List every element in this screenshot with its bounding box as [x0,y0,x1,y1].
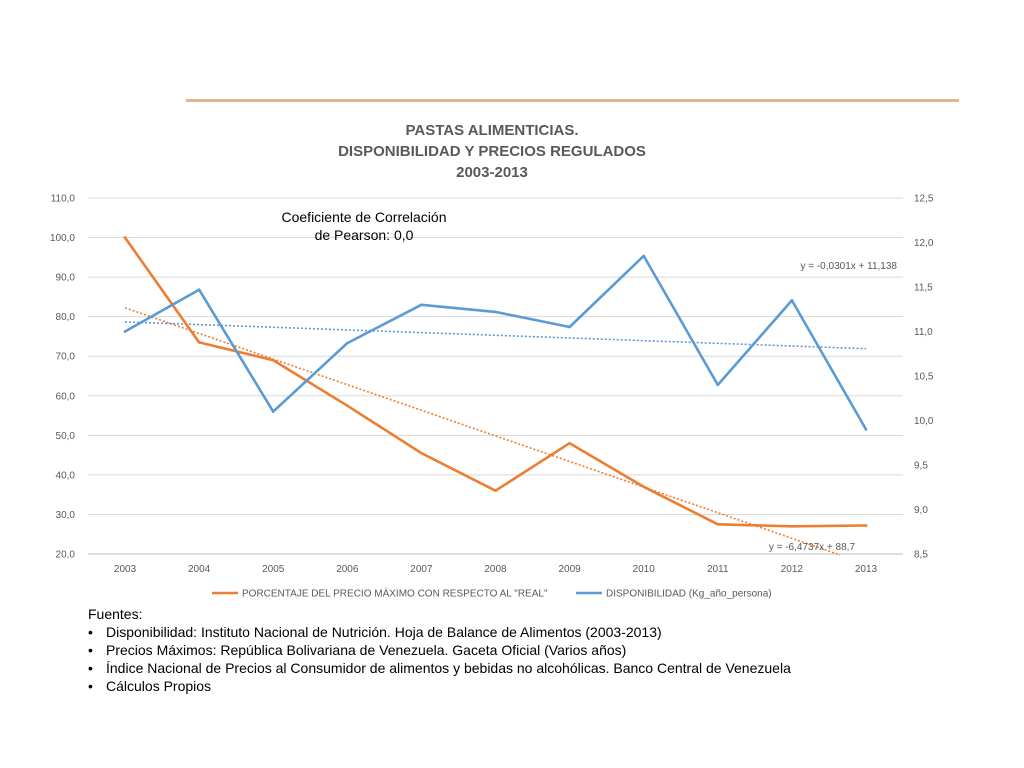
chart-title-line: DISPONIBILIDAD Y PRECIOS REGULADOS [338,143,646,160]
data-point [568,325,571,329]
data-point [642,254,645,258]
sources-heading: Fuentes: [88,606,143,622]
series-line [123,254,868,431]
data-point [346,404,349,407]
data-point [790,525,794,528]
correlation-annotation: de Pearson: 0,0 [315,227,414,243]
y-right-tick-label: 12,0 [914,238,934,249]
source-item: Cálculos Propios [88,677,988,695]
chart-title-line: 2003-2013 [456,164,528,181]
data-point [494,489,497,493]
y-left-tick-label: 20,0 [56,550,76,561]
source-item: Precios Máximos: República Bolivariana d… [88,641,988,659]
data-point [123,236,127,239]
data-point [420,451,423,455]
sources-list: Disponibilidad: Instituto Nacional de Nu… [88,623,988,695]
correlation-annotation: Coeficiente de Correlación [282,209,447,225]
source-item: Índice Nacional de Precios al Consumidor… [88,659,988,677]
y-left-tick-label: 70,0 [56,352,76,363]
data-point [642,485,645,489]
trendline-equation: y = -6,4737x + 88,7 [769,542,856,553]
y-right-tick-label: 11,5 [914,283,933,294]
data-point [346,341,349,345]
y-right-tick-label: 10,5 [914,372,934,383]
y-left-tick-label: 40,0 [56,470,76,481]
sources-block: Fuentes: Disponibilidad: Instituto Nacio… [88,605,988,695]
data-point [494,310,497,314]
data-point [271,358,275,362]
data-point [568,441,571,445]
data-point [197,288,201,291]
data-point [864,428,868,431]
y-right-tick-label: 9,0 [914,505,928,516]
y-left-tick-label: 50,0 [56,431,76,442]
x-tick-label: 2007 [410,564,433,575]
data-point [716,523,720,526]
data-point [864,524,868,527]
legend-label: PORCENTAJE DEL PRECIO MÁXIMO CON RESPECT… [242,587,548,600]
x-tick-label: 2010 [633,564,656,575]
data-point [271,410,275,413]
data-point [420,303,423,307]
source-item: Disponibilidad: Instituto Nacional de Nu… [88,623,988,641]
x-tick-label: 2004 [188,564,211,575]
chart-title-line: PASTAS ALIMENTICIAS. [405,122,578,139]
y-right-tick-label: 11,0 [914,327,933,338]
x-tick-label: 2008 [484,564,507,575]
y-left-tick-label: 80,0 [56,312,76,323]
y-left-tick-label: 110,0 [51,194,76,205]
x-tick-label: 2005 [262,564,285,575]
x-tick-label: 2003 [114,564,137,575]
y-right-tick-label: 12,5 [914,194,934,205]
y-left-tick-label: 90,0 [56,273,76,284]
legend-label: DISPONIBILIDAD (Kg_año_persona) [606,589,772,600]
y-right-tick-label: 8,5 [914,550,928,561]
x-tick-label: 2013 [855,564,878,575]
y-left-tick-label: 100,0 [50,233,75,244]
x-tick-label: 2012 [781,564,804,575]
data-point [123,330,127,333]
x-tick-label: 2011 [707,564,729,575]
trendline [125,321,866,350]
data-point [197,341,201,344]
data-point [716,383,720,387]
y-right-tick-label: 9,5 [914,461,928,472]
x-tick-label: 2006 [336,564,359,575]
x-tick-label: 2009 [558,564,581,575]
y-left-tick-label: 30,0 [56,510,76,521]
y-right-tick-label: 10,0 [914,416,934,427]
trendline-equation: y = -0,0301x + 11,138 [800,261,897,272]
series-line [123,236,868,528]
data-point [790,299,794,302]
header-rule [186,99,959,102]
y-left-tick-label: 60,0 [56,391,76,402]
